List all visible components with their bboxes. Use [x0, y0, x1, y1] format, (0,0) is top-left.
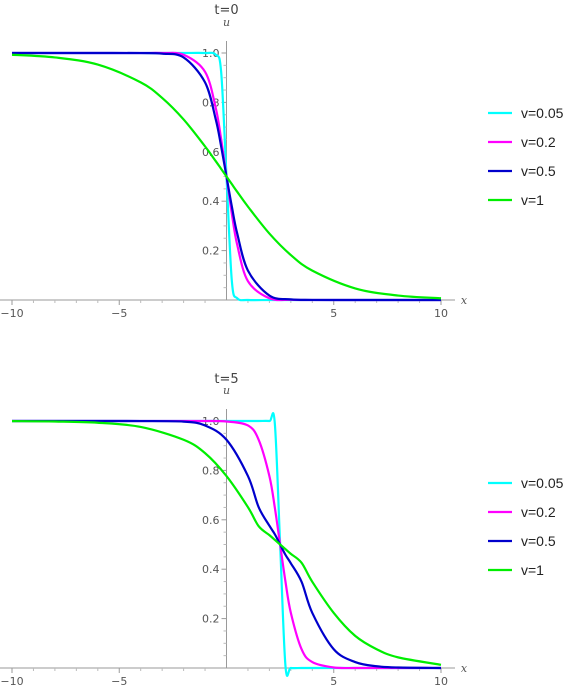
y-tick-label: 0.2	[202, 613, 220, 626]
chart-title: t=0	[214, 3, 238, 18]
y-axis-label: u	[223, 384, 230, 397]
legend-label: v=0.05	[521, 475, 564, 491]
x-tick-label: 10	[434, 675, 448, 687]
legend-label: v=1	[521, 562, 544, 578]
series-line-v=0.5	[11, 419, 442, 670]
chart-panel-1: −10 −5 5 100.20.40.60.81.0t=5uxv=0.05v=0.2v…	[0, 372, 564, 687]
x-tick-label: 5	[330, 307, 337, 320]
y-tick-label: 0.4	[202, 195, 220, 208]
x-tick-label: 5	[330, 675, 337, 687]
x-tick-label: −5	[111, 307, 127, 320]
legend-label: v=0.5	[521, 163, 556, 179]
y-axis-label: u	[223, 16, 230, 29]
chart-title: t=5	[214, 372, 238, 387]
x-axis-label: x	[461, 294, 468, 307]
legend-label: v=0.2	[521, 134, 556, 150]
series-line-v=1	[11, 420, 442, 666]
y-tick-label: 0.2	[202, 245, 220, 258]
legend-label: v=0.2	[521, 504, 556, 520]
series-line-v=1	[11, 53, 442, 300]
legend-label: v=1	[521, 192, 544, 208]
x-axis-label: x	[461, 662, 468, 675]
legend-label: v=0.5	[521, 533, 556, 549]
y-tick-label: 0.8	[202, 464, 220, 477]
chart-panel-0: −10 −5 5 100.20.40.60.81.0t=0uxv=0.05v=0.2v…	[0, 3, 564, 320]
x-tick-label: −5	[111, 675, 127, 687]
x-tick-label: 10	[434, 307, 448, 320]
x-tick-label: −10	[0, 675, 23, 687]
legend-label: v=0.05	[521, 105, 564, 121]
y-tick-label: 0.6	[202, 514, 220, 527]
x-tick-label: −10	[0, 307, 23, 320]
y-tick-label: 0.4	[202, 563, 220, 576]
